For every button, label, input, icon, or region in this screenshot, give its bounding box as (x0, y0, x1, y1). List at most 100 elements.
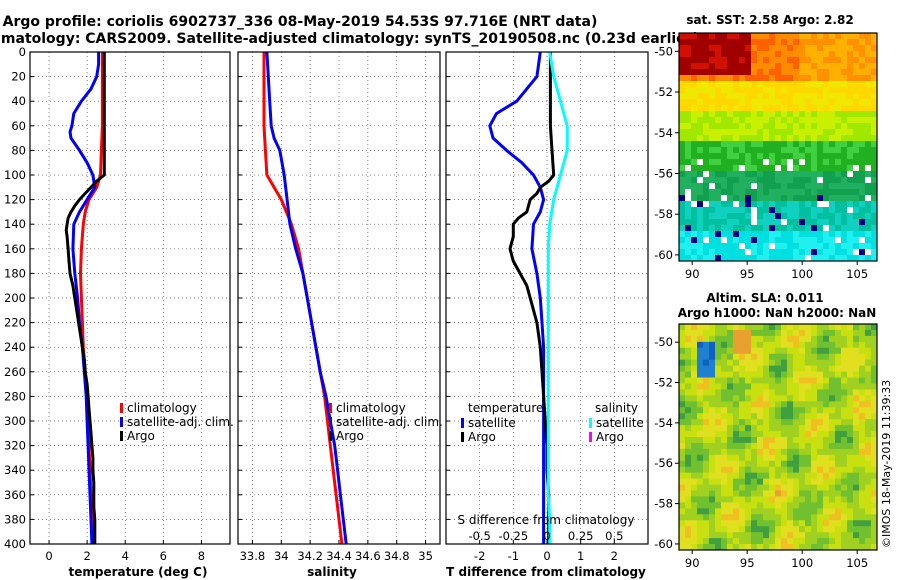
sla-cell (781, 538, 788, 545)
sst-cell (721, 183, 728, 190)
sst-cell (847, 213, 854, 220)
sla-cell (733, 544, 740, 551)
sla-cell (685, 401, 692, 408)
sst-cell (859, 213, 866, 220)
sst-cell (811, 207, 818, 214)
lat-tick-label: -60 (654, 537, 673, 551)
sla-cell (865, 526, 872, 533)
sla-cell (727, 472, 734, 480)
lat-tick-label: -58 (654, 207, 673, 221)
sst-map: sat. SST: 2.58 Argo: 2.82 -50-52-54-56-5… (654, 13, 878, 281)
sst-cell (817, 153, 824, 160)
sst-cell (847, 57, 854, 64)
sla-cell (847, 419, 854, 426)
sla-cell (811, 335, 818, 343)
sst-cell (841, 159, 848, 166)
sla-cell (721, 442, 728, 450)
sst-cell (775, 159, 782, 166)
sla-cell (871, 478, 878, 485)
sst-cell (871, 111, 878, 118)
sla-cell (835, 442, 842, 450)
sst-cell (805, 159, 812, 166)
sst-cell (841, 123, 848, 130)
sst-cell (679, 225, 686, 232)
sla-cell (835, 448, 842, 456)
sst-cell (763, 195, 770, 202)
sst-cell (703, 33, 710, 40)
sla-cell (745, 395, 752, 402)
sla-cell (781, 365, 788, 372)
sla-cell (715, 544, 722, 551)
sla-cell (715, 335, 722, 343)
sst-cell (709, 111, 716, 118)
sla-cell (823, 437, 830, 444)
sla-cell (781, 419, 788, 426)
sst-cell (781, 147, 788, 154)
sst-cell (835, 81, 842, 88)
sla-cell (733, 490, 740, 497)
sst-cell (745, 123, 752, 130)
sla-cell (793, 538, 800, 545)
sst-cell (691, 183, 698, 190)
sla-cell (805, 544, 812, 551)
sla-cell (715, 466, 722, 474)
sst-cell (685, 243, 692, 250)
sst-cell (745, 69, 752, 76)
sst-cell (775, 201, 782, 208)
sla-cell (865, 478, 872, 485)
sst-cell (781, 111, 788, 118)
sla-cell (757, 520, 764, 527)
sst-cell (853, 255, 860, 262)
sla-cell (721, 353, 728, 361)
sst-cell (787, 81, 794, 88)
sla-cell (793, 383, 800, 390)
sst-cell (757, 69, 764, 76)
sla-cell (835, 353, 842, 361)
sst-cell (775, 153, 782, 160)
sst-cell (829, 45, 836, 52)
sla-cell (805, 437, 812, 444)
sla-cell (757, 419, 764, 426)
sla-cell (733, 484, 740, 491)
sst-cell (829, 219, 836, 226)
sla-cell (787, 496, 794, 503)
sla-cell (811, 419, 818, 426)
sst-cell (793, 51, 800, 58)
title-line-1: Argo profile: coriolis 6902737_336 08-Ma… (3, 14, 598, 30)
sla-cell (865, 514, 872, 521)
xtick-label: 0 (45, 549, 52, 563)
sst-cell (871, 255, 878, 262)
sla-cell (823, 383, 830, 390)
sst-cell (721, 231, 728, 238)
sla-cell (871, 365, 878, 372)
sst-cell (865, 45, 872, 52)
sla-cell (733, 389, 740, 396)
sst-cell (685, 183, 692, 190)
sla-cell (697, 413, 704, 420)
sst-cell (727, 51, 734, 58)
sla-cell (721, 335, 728, 343)
sst-cell (865, 171, 872, 178)
sst-cell (739, 147, 746, 154)
sst-cell (751, 219, 758, 226)
sla-cell (823, 490, 830, 497)
sla-cell (871, 532, 878, 539)
sla-cell (823, 377, 830, 384)
legend-temperature-title: temperature (468, 401, 543, 415)
sst-cell (841, 177, 848, 184)
sla-cell (697, 425, 704, 432)
sla-cell (709, 460, 716, 468)
sla-cell (745, 502, 752, 509)
sla-cell (859, 383, 866, 390)
sst-cell (805, 165, 812, 172)
sla-cell (679, 490, 686, 497)
sst-cell (823, 231, 830, 238)
sst-cell (757, 105, 764, 112)
sst-cell (775, 189, 782, 196)
sla-cell (679, 484, 686, 491)
sst-cell (817, 207, 824, 214)
sla-cell (733, 359, 740, 367)
sst-cell (823, 171, 830, 178)
sla-cell (853, 502, 860, 509)
sst-cell (865, 57, 872, 64)
